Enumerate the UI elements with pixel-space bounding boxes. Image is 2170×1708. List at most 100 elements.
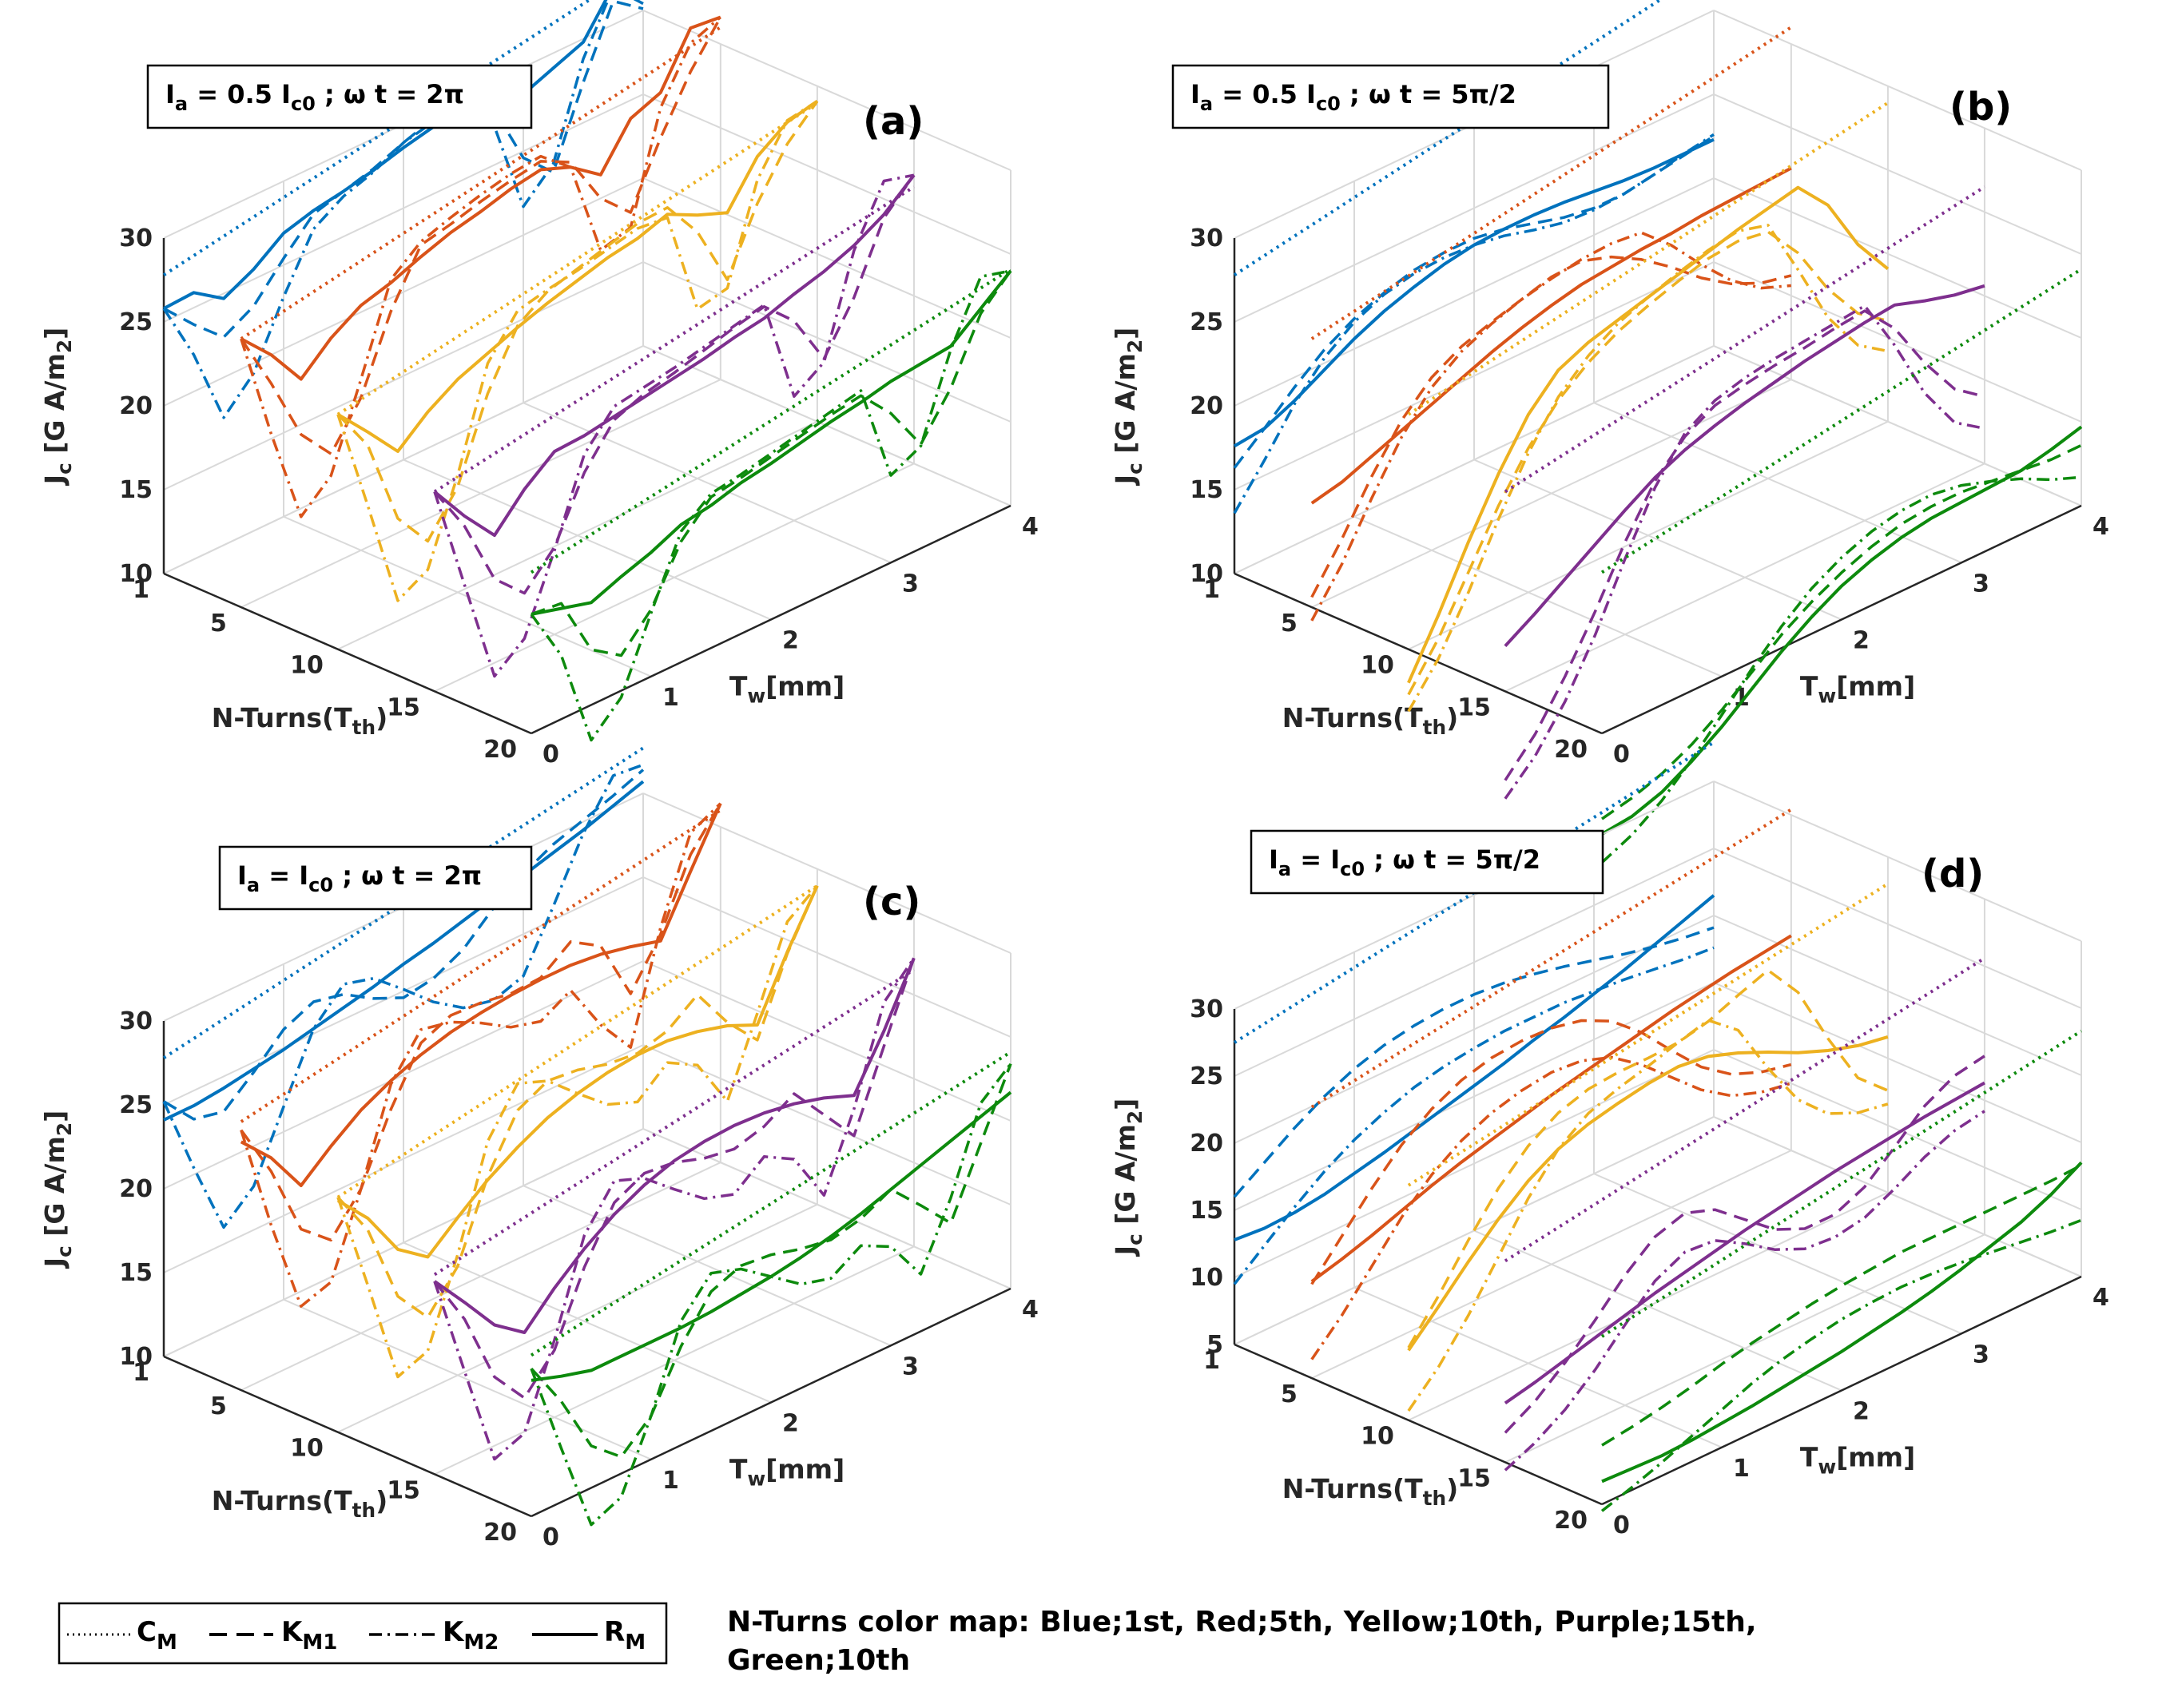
n-tick-label: 10 [290, 652, 324, 680]
km1-line-turn-20 [1600, 443, 2082, 820]
y-axis-label: Jc [G A/m2] [1110, 328, 1147, 486]
panel-label: (a) [863, 99, 924, 144]
legend: CM KM1 KM2 RM [58, 1602, 668, 1665]
km2-line-turn-20 [1600, 1218, 2082, 1512]
n-axis-label: N-Turns(Tth) [212, 702, 388, 739]
axes [162, 1021, 1011, 1518]
n-tick-label: 15 [1457, 693, 1491, 721]
km2-line-turn-10 [336, 100, 818, 602]
km2-line-turn-5 [1310, 231, 1791, 622]
km2-line-turn-10 [1407, 1019, 1889, 1412]
km1-line-turn-10 [1407, 968, 1889, 1349]
t-tick-label: 1 [662, 1467, 679, 1495]
series-turn-5 [1310, 26, 1792, 622]
cm-line-turn-15 [433, 185, 916, 494]
rm-line-turn-10 [336, 99, 819, 453]
condition-box [218, 845, 533, 911]
t-axis-label: Tw[mm] [1800, 1442, 1915, 1479]
n-axis-label: N-Turns(Tth) [212, 1485, 388, 1522]
n-tick-label: 10 [1361, 652, 1394, 680]
km2-line-turn-15 [433, 173, 915, 678]
z-tick-label: 20 [1190, 1130, 1223, 1158]
t-tick-label: 0 [1613, 1511, 1630, 1539]
condition-label: Ia = 0.5 Ic0 ; ω t = 2π [165, 79, 464, 115]
axes [1233, 238, 2082, 735]
km2-line-turn-10 [336, 884, 819, 1379]
cm-line-turn-10 [1407, 101, 1889, 416]
series-turn-15 [433, 173, 916, 678]
z-tick-label: 10 [119, 560, 153, 588]
km1-line-turn-5 [240, 16, 722, 455]
legend-label-km1: KM1 [281, 1616, 337, 1654]
z-tick-label: 10 [119, 1343, 153, 1371]
n-tick-label: 10 [290, 1435, 324, 1463]
legend-label-rm: RM [604, 1616, 646, 1654]
km2-line-turn-15 [433, 957, 916, 1461]
rm-line-turn-15 [1504, 284, 1985, 648]
n-tick-label: 20 [1554, 736, 1588, 764]
z-tick-label: 5 [1206, 1331, 1223, 1359]
rm-line-turn-5 [240, 802, 722, 1187]
n-tick-label: 1 [1203, 576, 1220, 604]
z-tick-label: 15 [119, 1259, 153, 1287]
panel-label: (b) [1949, 85, 2012, 129]
t-tick-label: 0 [542, 1523, 559, 1551]
cm-line-turn-1 [162, 0, 593, 276]
km1-line-turn-15 [433, 957, 916, 1400]
km2-line-turn-5 [240, 16, 721, 518]
cm-line-turn-20 [1600, 1029, 2083, 1338]
t-tick-label: 2 [782, 627, 799, 655]
km1-line-turn-10 [336, 884, 819, 1319]
z-tick-label: 15 [119, 476, 153, 504]
t-tick-label: 3 [1973, 1341, 1989, 1368]
rm-line-turn-10 [336, 884, 819, 1259]
km1-line-turn-5 [240, 802, 722, 1242]
t-tick-label: 3 [902, 570, 919, 598]
rm-line-turn-15 [433, 957, 916, 1334]
n-axis-label: N-Turns(Tth) [1282, 1473, 1458, 1510]
series-turn-15 [433, 957, 916, 1461]
t-tick-label: 3 [902, 1352, 919, 1380]
cm-line-turn-10 [336, 101, 818, 416]
km2-line-turn-15 [1504, 304, 1985, 800]
series-turn-20 [1600, 1029, 2083, 1512]
n-tick-label: 1 [133, 1359, 149, 1387]
z-tick-label: 25 [1190, 1063, 1223, 1090]
z-tick-label: 20 [119, 392, 153, 420]
n-tick-label: 5 [210, 1392, 227, 1420]
n-tick-label: 10 [1361, 1423, 1394, 1451]
km2-line-turn-5 [240, 802, 722, 1308]
km1-line-turn-1 [163, 769, 645, 1121]
cm-line-turn-5 [1310, 808, 1792, 1109]
n-tick-label: 1 [1203, 1347, 1220, 1375]
series-turn-20 [530, 268, 1012, 742]
rm-line-turn-5 [1310, 934, 1792, 1283]
condition-box [1171, 64, 1610, 129]
condition-label: Ia = Ic0 ; ω t = 5π/2 [1269, 844, 1540, 880]
series-turn-20 [1600, 268, 2083, 864]
cm-line-turn-5 [240, 808, 721, 1123]
km1-line-turn-5 [1310, 1019, 1792, 1285]
t-tick-label: 4 [2092, 513, 2109, 541]
rm-line-turn-20 [1600, 425, 2083, 836]
z-tick-label: 15 [1190, 1197, 1223, 1225]
series-turn-10 [1407, 882, 1889, 1412]
km1-line-turn-1 [163, 0, 644, 339]
y-axis-label: Jc [G A/m2] [39, 1110, 76, 1269]
t-tick-label: 4 [1022, 1296, 1039, 1324]
series-turn-10 [336, 99, 819, 602]
color-note-line-1: N-Turns color map: Blue;1st, Red;5th, Ye… [727, 1606, 1757, 1638]
cm-line-turn-1 [1233, 0, 1663, 276]
series-turn-10 [336, 884, 819, 1379]
t-tick-label: 3 [1973, 570, 1989, 598]
cm-line-turn-20 [530, 268, 1012, 574]
series-turn-20 [530, 1051, 1012, 1527]
t-tick-label: 2 [1853, 627, 1870, 655]
condition-label: Ia = Ic0 ; ω t = 2π [237, 860, 482, 896]
axes [1233, 1009, 2082, 1506]
z-tick-label: 25 [119, 308, 153, 336]
